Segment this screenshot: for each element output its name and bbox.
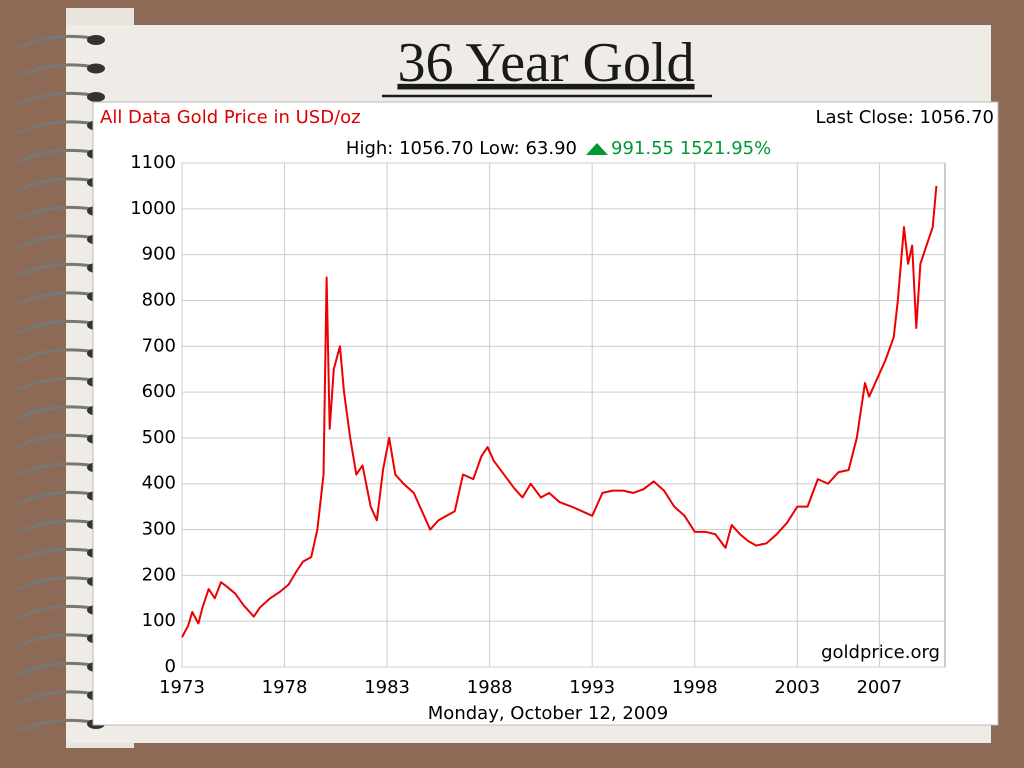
last-close: Last Close: 1056.70 xyxy=(816,107,994,128)
x-tick-label: 2007 xyxy=(856,677,902,698)
ring xyxy=(17,177,93,192)
ring xyxy=(17,576,93,591)
ring xyxy=(17,433,93,449)
ring xyxy=(17,291,93,306)
x-axis-label: Monday, October 12, 2009 xyxy=(428,703,668,724)
y-tick-label: 200 xyxy=(142,564,176,585)
ring-hole xyxy=(87,35,105,45)
ring xyxy=(17,34,93,50)
price-line xyxy=(181,185,938,638)
ring xyxy=(17,120,93,135)
x-tick-label: 1973 xyxy=(159,677,205,698)
y-tick-label: 0 xyxy=(165,656,176,677)
y-tick-label: 100 xyxy=(142,610,176,631)
ring xyxy=(17,205,93,221)
source: goldprice.org xyxy=(821,642,940,663)
ring xyxy=(17,547,93,563)
x-tick-label: 1978 xyxy=(262,677,308,698)
y-tick-label: 500 xyxy=(142,427,176,448)
ring xyxy=(17,148,93,164)
change: 991.55 1521.95% xyxy=(611,138,771,159)
y-tick-label: 700 xyxy=(142,335,176,356)
ring xyxy=(17,405,93,420)
y-tick-label: 1100 xyxy=(130,152,176,173)
ring xyxy=(17,690,93,705)
ring xyxy=(17,490,93,506)
ring xyxy=(17,91,93,107)
x-tick-label: 1998 xyxy=(672,677,718,698)
ring-hole xyxy=(87,92,105,102)
plot-area xyxy=(181,162,946,668)
y-tick-label: 900 xyxy=(142,244,176,265)
ring xyxy=(17,348,93,363)
ring xyxy=(17,519,93,534)
ring xyxy=(17,63,93,78)
chart-title: All Data Gold Price in USD/oz xyxy=(100,107,361,128)
x-tick-label: 1983 xyxy=(364,677,410,698)
ring-hole xyxy=(87,63,105,74)
slide-title: 36 Year Gold xyxy=(397,32,694,94)
up-arrow xyxy=(586,143,608,155)
ring xyxy=(17,604,93,620)
y-tick-label: 1000 xyxy=(130,198,176,219)
x-tick-label: 1993 xyxy=(569,677,615,698)
ring xyxy=(17,718,93,734)
ring xyxy=(17,661,93,677)
y-tick-label: 400 xyxy=(142,473,176,494)
high-low: High: 1056.70 Low: 63.90 xyxy=(346,138,577,159)
ring xyxy=(17,462,93,477)
ring xyxy=(17,319,93,335)
x-tick-label: 1988 xyxy=(467,677,513,698)
y-tick-label: 600 xyxy=(142,381,176,402)
ring xyxy=(17,234,93,249)
ring xyxy=(17,376,93,392)
x-tick-label: 2003 xyxy=(774,677,820,698)
ring xyxy=(17,633,93,648)
y-tick-label: 800 xyxy=(142,289,176,310)
ring xyxy=(17,262,93,278)
plot: 0 100 200 300 400 500 600 700 800 900 1000 1100 1973… xyxy=(130,152,946,698)
y-tick-label: 300 xyxy=(142,519,176,540)
